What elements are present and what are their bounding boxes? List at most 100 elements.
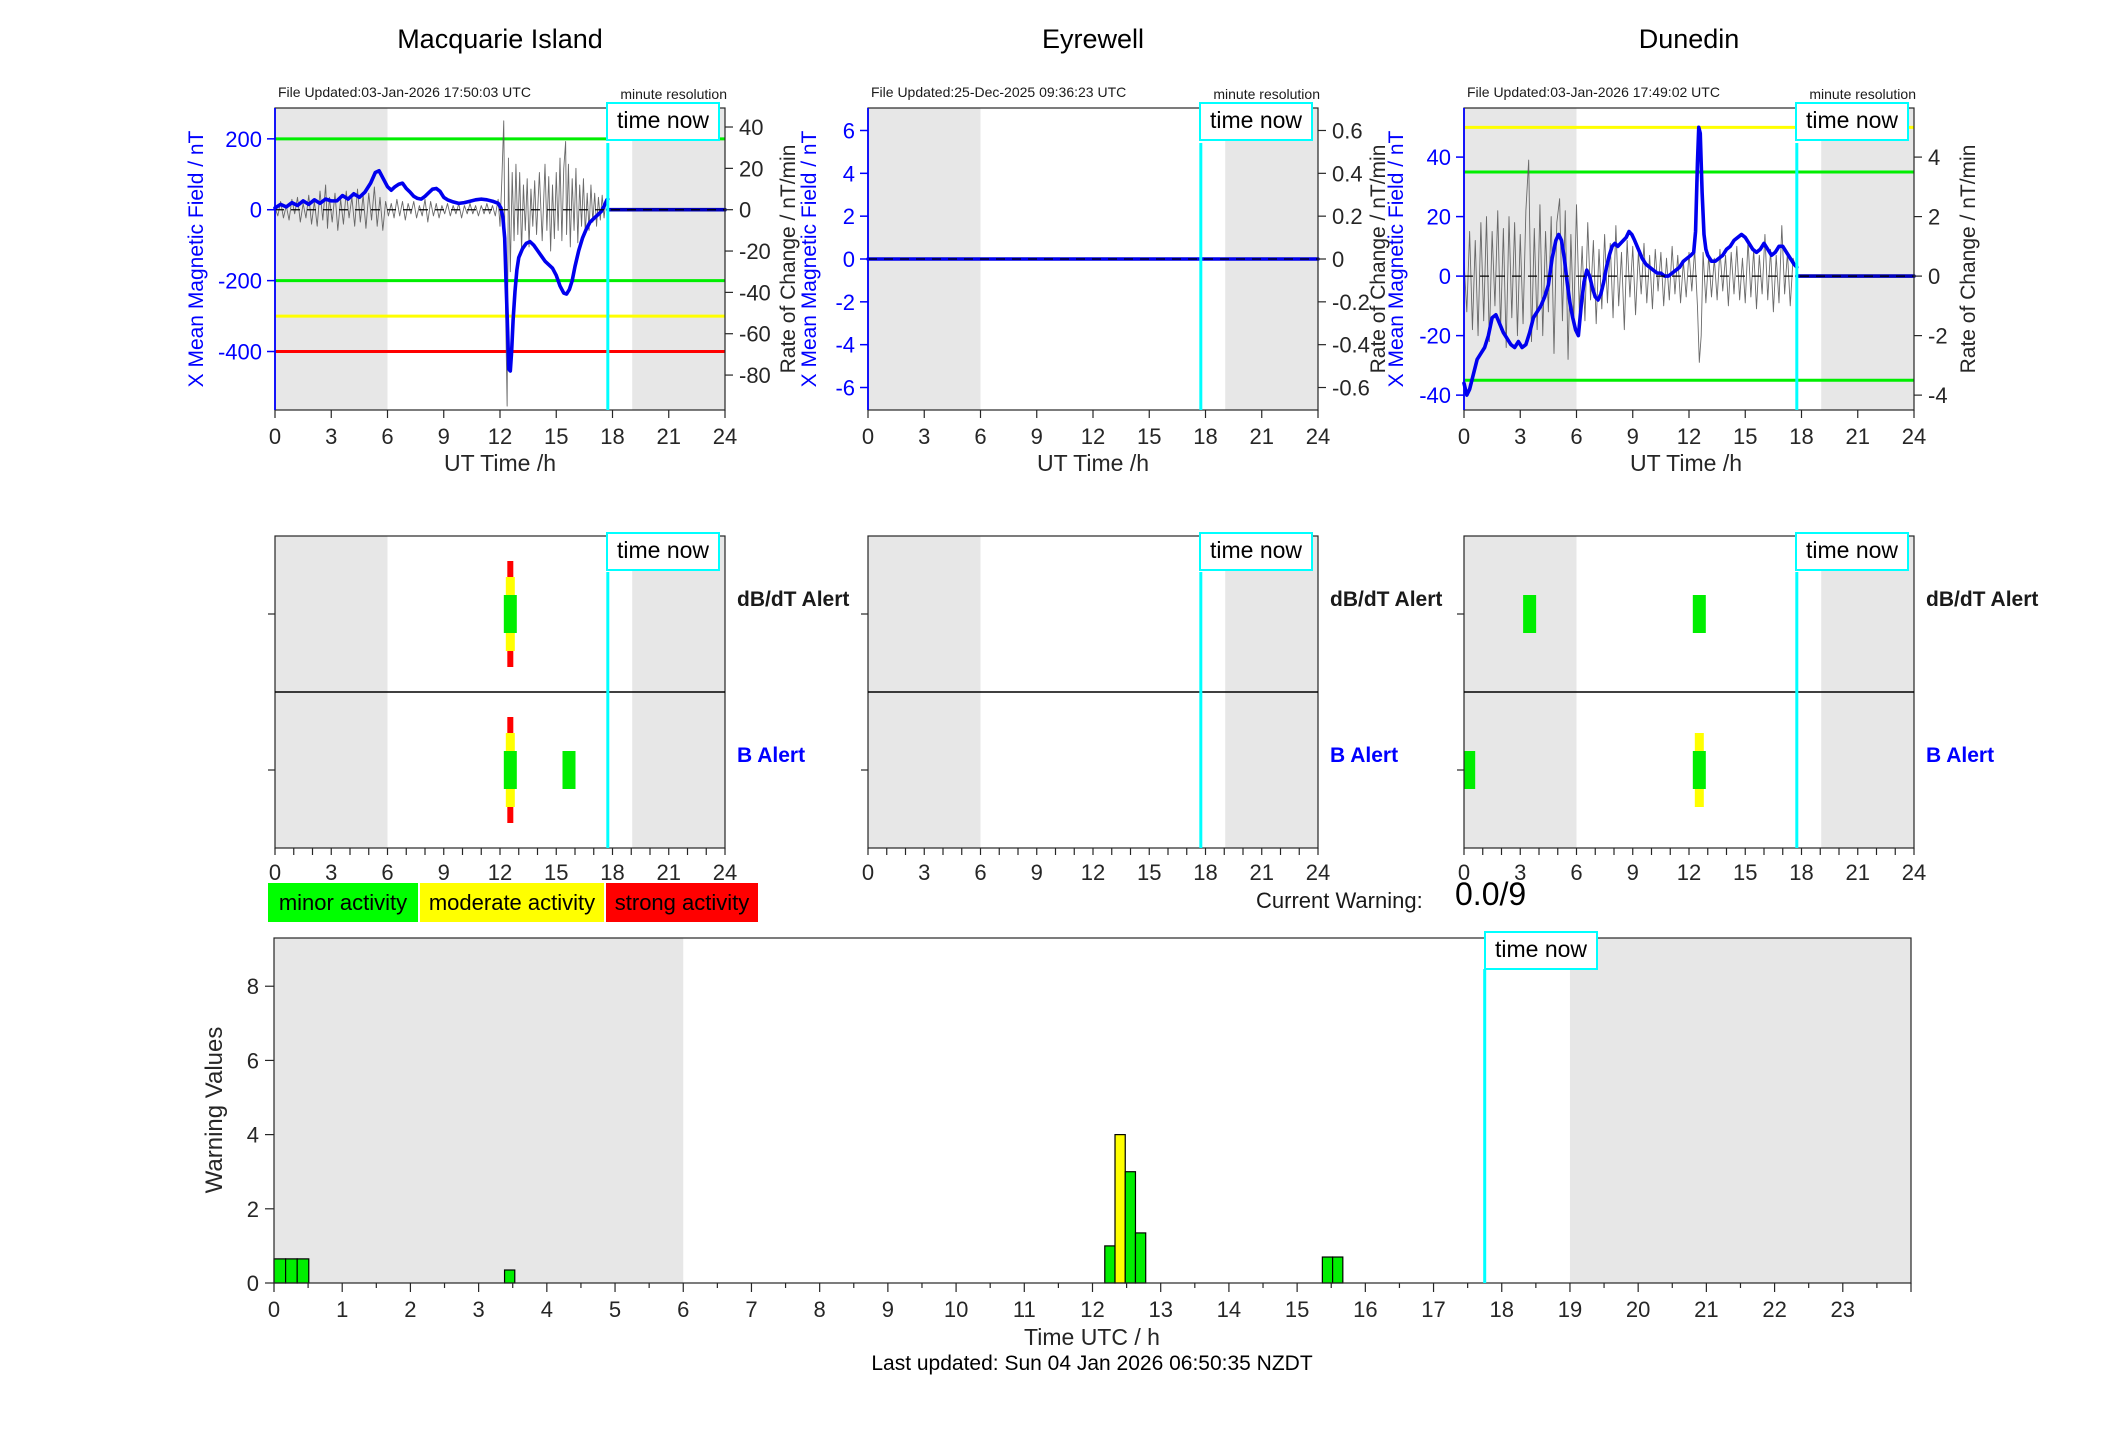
svg-text:0: 0: [1439, 264, 1451, 289]
svg-text:21: 21: [1250, 424, 1274, 449]
last-updated-text: Last updated: Sun 04 Jan 2026 06:50:35 N…: [871, 1352, 1313, 1375]
svg-text:0: 0: [1928, 264, 1940, 289]
svg-text:13: 13: [1148, 1297, 1172, 1322]
svg-text:3: 3: [918, 860, 930, 885]
svg-text:21: 21: [1846, 424, 1870, 449]
svg-text:15: 15: [1137, 424, 1161, 449]
time-now-box-top-2: time now: [1199, 102, 1314, 141]
dbdt-alert-label-1: dB/dT Alert: [737, 588, 850, 611]
svg-text:9: 9: [882, 1297, 894, 1322]
svg-text:0: 0: [1458, 424, 1470, 449]
svg-text:6: 6: [974, 860, 986, 885]
svg-text:6: 6: [381, 424, 393, 449]
file-updated-dunedin: File Updated:03-Jan-2026 17:49:02 UTC: [1467, 84, 1720, 100]
svg-text:23: 23: [1831, 1297, 1855, 1322]
svg-text:6: 6: [1570, 424, 1582, 449]
svg-text:6: 6: [247, 1048, 259, 1073]
svg-text:40: 40: [739, 115, 763, 140]
svg-text:9: 9: [438, 424, 450, 449]
x-axis-label-2: UT Time /h: [1036, 450, 1150, 476]
svg-text:4: 4: [541, 1297, 553, 1322]
warning-x-axis-label: Time UTC / h: [1024, 1324, 1160, 1350]
svg-text:12: 12: [488, 860, 512, 885]
file-updated-eyrewell: File Updated:25-Dec-2025 09:36:23 UTC: [871, 84, 1127, 100]
file-updated-macquarie: File Updated:03-Jan-2026 17:50:03 UTC: [278, 84, 531, 100]
svg-text:0: 0: [247, 1271, 259, 1296]
svg-text:4: 4: [843, 161, 855, 186]
svg-text:15: 15: [1733, 424, 1757, 449]
svg-text:20: 20: [1626, 1297, 1650, 1322]
svg-text:0: 0: [268, 1297, 280, 1322]
svg-text:-40: -40: [739, 280, 771, 305]
svg-text:2: 2: [1928, 205, 1940, 230]
svg-text:9: 9: [1031, 424, 1043, 449]
svg-text:12: 12: [1081, 860, 1105, 885]
x-axis-label-3: UT Time /h: [1629, 450, 1743, 476]
svg-text:24: 24: [713, 424, 737, 449]
svg-text:21: 21: [1250, 860, 1274, 885]
svg-text:-80: -80: [739, 363, 771, 388]
svg-text:-4: -4: [835, 333, 855, 358]
svg-text:9: 9: [1627, 424, 1639, 449]
svg-text:15: 15: [544, 860, 568, 885]
svg-text:8: 8: [814, 1297, 826, 1322]
svg-text:18: 18: [1789, 424, 1813, 449]
current-warning-value: 0.0/9: [1455, 876, 1527, 912]
svg-text:-400: -400: [218, 340, 262, 365]
svg-text:12: 12: [488, 424, 512, 449]
svg-text:-6: -6: [835, 376, 855, 401]
svg-text:1: 1: [336, 1297, 348, 1322]
svg-text:18: 18: [1789, 860, 1813, 885]
svg-text:-0.2: -0.2: [1332, 290, 1370, 315]
svg-text:40: 40: [1427, 145, 1451, 170]
svg-text:18: 18: [600, 424, 624, 449]
svg-text:21: 21: [657, 424, 681, 449]
svg-text:8: 8: [247, 974, 259, 999]
svg-text:3: 3: [1514, 424, 1526, 449]
svg-text:24: 24: [1306, 860, 1330, 885]
svg-text:-4: -4: [1928, 383, 1948, 408]
svg-text:-60: -60: [739, 322, 771, 347]
svg-text:15: 15: [544, 424, 568, 449]
svg-text:20: 20: [1427, 205, 1451, 230]
svg-text:3: 3: [325, 424, 337, 449]
legend-strong-activity: strong activity: [606, 883, 758, 922]
svg-text:5: 5: [609, 1297, 621, 1322]
dbdt-alert-label-2: dB/dT Alert: [1330, 588, 1443, 611]
svg-text:21: 21: [1846, 860, 1870, 885]
svg-text:15: 15: [1285, 1297, 1309, 1322]
station-title-macquarie: Macquarie Island: [397, 24, 603, 54]
svg-text:-200: -200: [218, 269, 262, 294]
warning-values-axis-label: Warning Values: [201, 1026, 228, 1194]
svg-text:21: 21: [1694, 1297, 1718, 1322]
svg-text:10: 10: [944, 1297, 968, 1322]
svg-text:9: 9: [1031, 860, 1043, 885]
svg-text:3: 3: [918, 424, 930, 449]
svg-text:0.6: 0.6: [1332, 118, 1363, 143]
svg-text:18: 18: [600, 860, 624, 885]
svg-text:0: 0: [269, 860, 281, 885]
svg-text:21: 21: [657, 860, 681, 885]
time-now-box-top-3: time now: [1795, 102, 1910, 141]
svg-text:24: 24: [713, 860, 737, 885]
station-title-eyrewell: Eyrewell: [1041, 24, 1145, 54]
time-now-box-warning: time now: [1484, 931, 1599, 970]
x-axis-label-1: UT Time /h: [443, 450, 557, 476]
time-now-box-alert-1: time now: [606, 532, 721, 571]
svg-text:2: 2: [843, 204, 855, 229]
time-now-box-alert-2: time now: [1199, 532, 1314, 571]
svg-text:2: 2: [404, 1297, 416, 1322]
svg-text:16: 16: [1353, 1297, 1377, 1322]
svg-text:-0.6: -0.6: [1332, 376, 1370, 401]
svg-text:-40: -40: [1419, 383, 1451, 408]
svg-text:6: 6: [677, 1297, 689, 1322]
y-axis-label-right-3: Rate of Change / nT/min: [1957, 144, 1980, 374]
legend-minor-activity: minor activity: [268, 883, 418, 922]
svg-text:9: 9: [1627, 860, 1639, 885]
svg-text:4: 4: [1928, 145, 1940, 170]
y-axis-label-left-2: X Mean Magnetic Field / nT: [798, 130, 821, 388]
svg-text:0: 0: [250, 198, 262, 223]
current-warning-label: Current Warning:: [1256, 888, 1423, 913]
